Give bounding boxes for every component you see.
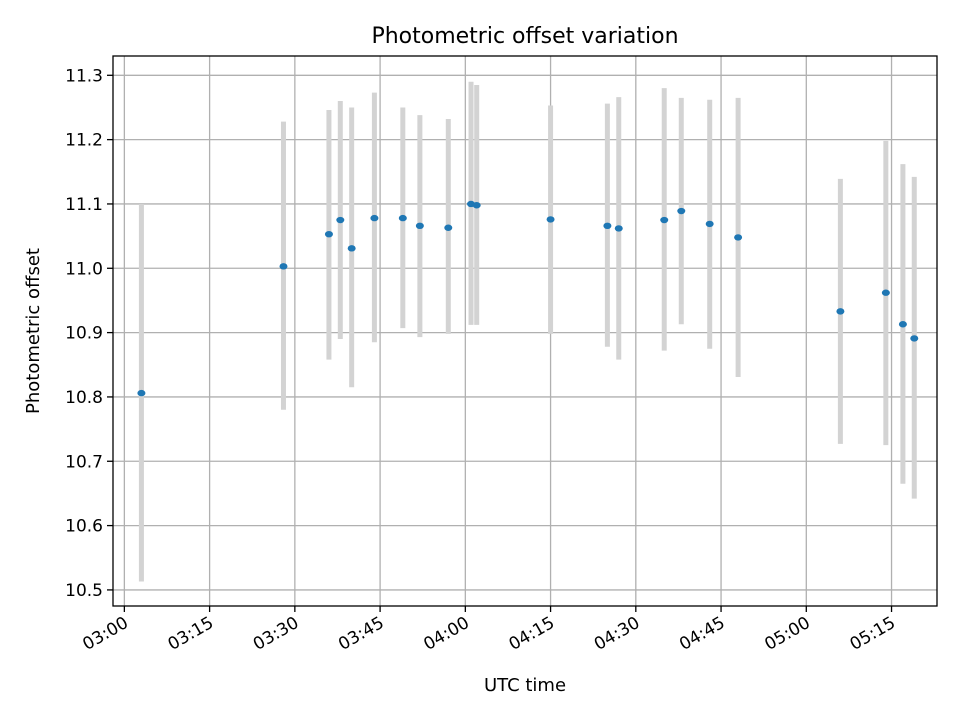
- data-point: [370, 214, 379, 222]
- data-point: [398, 214, 407, 222]
- x-tick-label: 03:30: [250, 613, 302, 655]
- y-tick-label: 10.7: [65, 452, 103, 472]
- y-axis-label: Photometric offset: [23, 248, 44, 414]
- x-tick-label: 04:15: [506, 613, 558, 655]
- y-tick-label: 10.8: [65, 388, 103, 408]
- x-tick-label: 04:45: [676, 613, 728, 655]
- y-tick-label: 10.9: [65, 324, 103, 344]
- data-point: [546, 216, 555, 223]
- y-tick-label: 11.3: [65, 66, 103, 86]
- data-point: [614, 225, 623, 232]
- data-point: [734, 234, 743, 241]
- x-tick-label: 04:00: [420, 613, 472, 655]
- x-axis-ticks: 03:00 03:15 03:30 03:45 04:00 04:15 04:30 04:45…: [79, 606, 899, 655]
- y-tick-label: 11.1: [65, 195, 103, 215]
- x-tick-label: 03:15: [165, 613, 217, 655]
- data-point: [705, 220, 714, 228]
- grid-layer: [113, 56, 937, 606]
- x-tick-label: 04:30: [591, 613, 643, 655]
- data-point: [137, 389, 146, 397]
- data-point: [677, 207, 686, 215]
- data-point: [324, 230, 333, 238]
- data-points: [137, 200, 919, 397]
- error-bars: [138, 81, 917, 582]
- data-point: [910, 335, 919, 342]
- x-axis-label: UTC time: [484, 675, 566, 696]
- plot-frame: [112, 55, 938, 607]
- data-point: [472, 202, 481, 209]
- data-point: [347, 245, 356, 252]
- x-tick-label: 03:00: [79, 613, 131, 655]
- data-point: [444, 224, 453, 231]
- y-tick-label: 10.5: [65, 581, 103, 601]
- y-tick-label: 11.2: [65, 131, 103, 151]
- data-point: [336, 216, 345, 224]
- x-tick-label: 03:45: [335, 613, 387, 655]
- y-tick-label: 11.0: [65, 259, 103, 279]
- x-tick-label: 05:00: [761, 613, 813, 655]
- data-point: [279, 263, 288, 270]
- data-point: [881, 289, 890, 296]
- data-point: [660, 216, 669, 224]
- x-tick-label: 05:15: [847, 613, 899, 655]
- chart-title: Photometric offset variation: [371, 24, 678, 49]
- data-point: [898, 321, 907, 328]
- data-point: [836, 308, 845, 315]
- data-point: [603, 222, 612, 230]
- y-axis-ticks: 10.5 10.6 10.7 10.8 10.9 11.0 11.1 11.2 11.3: [65, 66, 113, 601]
- y-tick-label: 10.6: [65, 517, 103, 537]
- data-point: [415, 222, 424, 230]
